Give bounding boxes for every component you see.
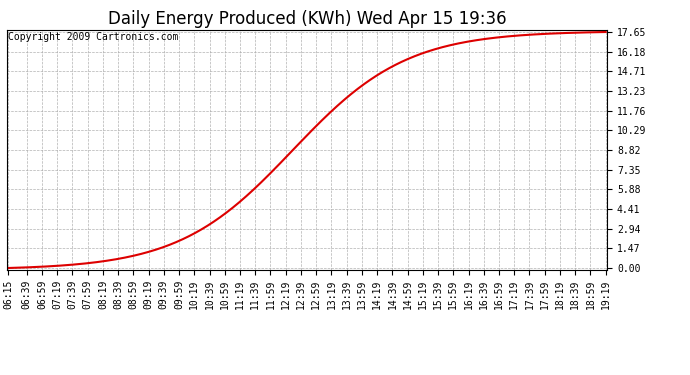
Title: Daily Energy Produced (KWh) Wed Apr 15 19:36: Daily Energy Produced (KWh) Wed Apr 15 1… bbox=[108, 10, 506, 28]
Text: Copyright 2009 Cartronics.com: Copyright 2009 Cartronics.com bbox=[8, 32, 179, 42]
